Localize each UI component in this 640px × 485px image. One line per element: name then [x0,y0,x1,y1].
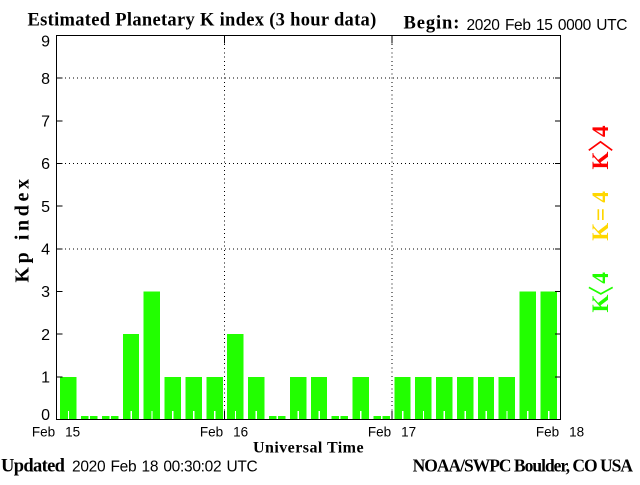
svg-text:Begin:: Begin: [404,13,461,33]
svg-text:K: K [588,294,613,312]
svg-text:Kp index: Kp index [12,175,34,282]
svg-text:0: 0 [41,407,50,424]
svg-text:1: 1 [41,370,50,387]
svg-text:=: = [588,208,613,221]
svg-text:6: 6 [41,156,50,173]
svg-text:5: 5 [41,199,50,216]
svg-text:K: K [588,223,613,241]
svg-text:Updated: Updated [1,457,66,477]
svg-text:2: 2 [41,327,50,344]
svg-text:Feb 18: Feb 18 [536,425,584,440]
svg-text:4: 4 [588,191,613,203]
svg-text:7: 7 [41,114,50,131]
svg-text:2020 Feb 15 0000 UTC: 2020 Feb 15 0000 UTC [467,17,628,34]
svg-text:Feb 17: Feb 17 [368,425,416,440]
svg-text:4: 4 [588,125,613,137]
svg-text:Universal Time: Universal Time [253,440,364,457]
svg-text:4: 4 [588,272,613,284]
svg-text:NOAA/SWPC Boulder, CO USA: NOAA/SWPC Boulder, CO USA [413,456,634,476]
svg-text:Estimated Planetary K index (3: Estimated Planetary K index (3 hour data… [28,11,377,31]
svg-text:9: 9 [41,34,50,51]
svg-text:3: 3 [41,284,50,301]
svg-text:K: K [588,151,613,169]
svg-text:Feb 16: Feb 16 [200,425,248,440]
svg-text:2020 Feb 18 00:30:02 UTC: 2020 Feb 18 00:30:02 UTC [72,459,258,476]
svg-text:8: 8 [41,71,50,88]
svg-text:Feb 15: Feb 15 [32,425,80,440]
svg-text:4: 4 [41,242,50,259]
